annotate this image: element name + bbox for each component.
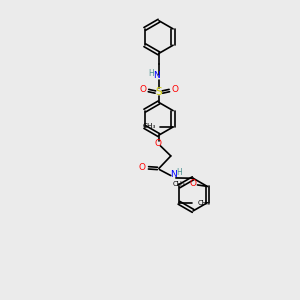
Text: H: H: [148, 69, 154, 78]
Text: O: O: [154, 139, 161, 148]
Text: O: O: [190, 179, 197, 188]
Text: CH₃: CH₃: [142, 123, 156, 129]
Text: N: N: [153, 71, 160, 80]
Text: H: H: [176, 168, 182, 177]
Text: O: O: [140, 85, 146, 94]
Text: CH₃: CH₃: [173, 181, 186, 187]
Text: S: S: [156, 87, 162, 97]
Text: O: O: [172, 85, 178, 94]
Text: O: O: [139, 163, 146, 172]
Text: N: N: [170, 170, 177, 179]
Text: CH₃: CH₃: [198, 200, 211, 206]
